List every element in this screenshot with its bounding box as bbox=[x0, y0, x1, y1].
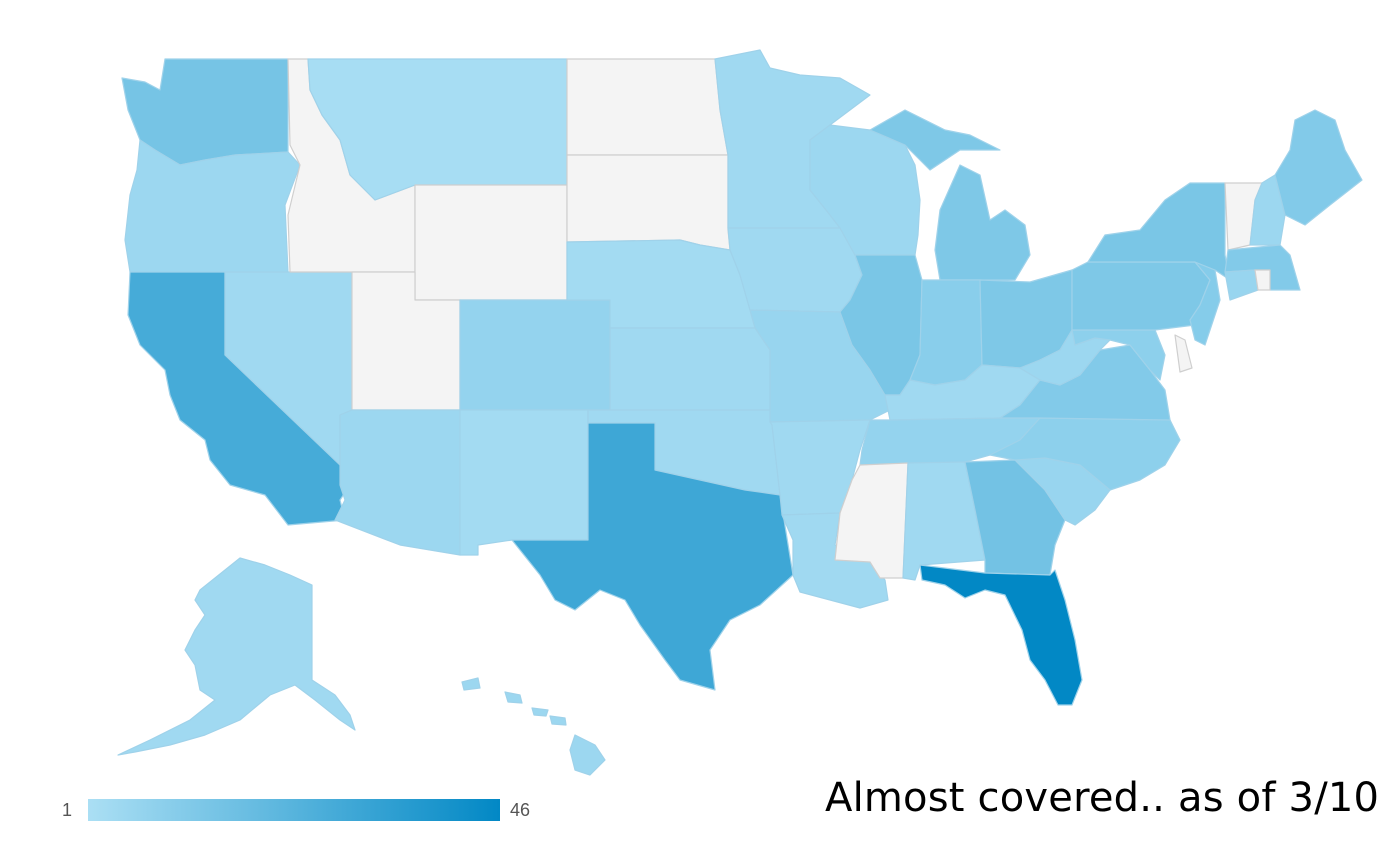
state-west-virginia[interactable] bbox=[1019, 329, 1111, 386]
state-iowa[interactable] bbox=[727, 227, 863, 313]
state-michigan[interactable] bbox=[869, 109, 1031, 281]
state-alaska[interactable] bbox=[117, 557, 356, 756]
state-pennsylvania[interactable] bbox=[1071, 261, 1211, 331]
legend-gradient-bar bbox=[88, 799, 500, 821]
state-arizona[interactable] bbox=[334, 409, 461, 556]
state-new-mexico[interactable] bbox=[459, 409, 589, 556]
state-hawaii[interactable] bbox=[461, 677, 606, 776]
state-maryland[interactable] bbox=[1071, 329, 1166, 381]
state-new-jersey[interactable] bbox=[1189, 261, 1221, 346]
legend-max-label: 46 bbox=[510, 800, 531, 820]
state-maine[interactable] bbox=[1274, 109, 1363, 226]
state-florida[interactable] bbox=[919, 564, 1083, 706]
state-delaware[interactable] bbox=[1174, 334, 1193, 373]
state-north-carolina[interactable] bbox=[989, 417, 1181, 491]
state-connecticut[interactable] bbox=[1224, 269, 1259, 301]
state-oregon[interactable] bbox=[124, 139, 301, 273]
legend-min-label: 1 bbox=[62, 800, 73, 820]
state-south-dakota[interactable] bbox=[566, 154, 731, 251]
state-north-dakota[interactable] bbox=[566, 58, 729, 156]
state-texas[interactable] bbox=[511, 422, 794, 691]
state-virginia[interactable] bbox=[999, 344, 1171, 421]
state-colorado[interactable] bbox=[459, 299, 611, 411]
state-kansas[interactable] bbox=[609, 327, 771, 411]
state-wyoming[interactable] bbox=[414, 184, 568, 301]
map-caption: Almost covered.. as of 3/10 bbox=[825, 775, 1380, 821]
state-rhode-island[interactable] bbox=[1254, 269, 1271, 291]
